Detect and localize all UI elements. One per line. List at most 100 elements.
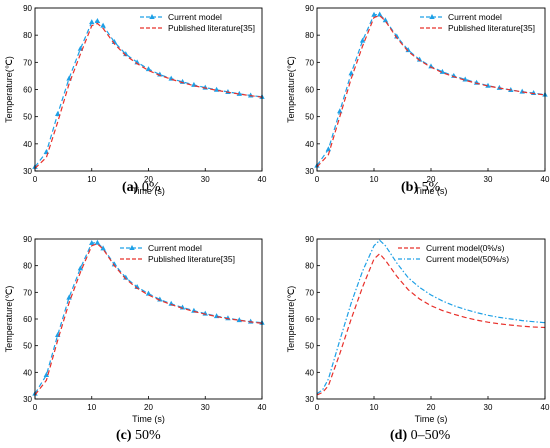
caption-a: (a) 0% <box>122 180 161 196</box>
data-point <box>123 274 129 280</box>
legend-marker <box>429 14 435 19</box>
series-line-1 <box>34 242 263 395</box>
data-point <box>416 56 423 62</box>
caption-a-text: 0% <box>138 180 161 195</box>
caption-a-label: (a) <box>122 180 139 195</box>
data-point <box>236 90 242 96</box>
data-point <box>55 110 61 116</box>
legend-label: Published literature[35] <box>168 23 255 33</box>
chart-panel-3: 0 10 20 30 40 30 40 50 60 70 80 90 Time (s) Temperatu… <box>4 235 267 424</box>
y-tick-label: 60 <box>305 315 314 324</box>
series-line-1 <box>316 252 546 396</box>
x-tick-label: 0 <box>33 175 38 184</box>
x-tick-label: 0 <box>33 403 38 412</box>
y-axis-label: Temperature(℃) <box>286 56 296 123</box>
data-point <box>519 88 525 94</box>
y-tick-label: 30 <box>305 395 314 404</box>
data-point <box>89 240 95 245</box>
data-point <box>100 245 106 251</box>
y-tick-label: 80 <box>305 31 314 40</box>
series-line-2 <box>34 243 263 396</box>
y-tick-label: 40 <box>23 140 32 149</box>
y-tick-label: 70 <box>305 58 314 67</box>
legend-marker <box>129 245 135 250</box>
data-point <box>94 239 101 245</box>
data-point <box>496 84 503 90</box>
data-point <box>100 22 106 28</box>
y-tick-label: 30 <box>23 167 32 176</box>
series-line-2 <box>316 239 546 395</box>
y-tick-label: 90 <box>305 235 314 244</box>
caption-d: (d) 0–50% <box>390 428 450 444</box>
y-tick-label: 60 <box>23 86 32 95</box>
legend-label: Published literature[35] <box>448 23 535 33</box>
data-point <box>359 37 366 43</box>
y-tick-label: 30 <box>23 395 32 404</box>
y-tick-label: 90 <box>23 4 32 13</box>
data-point <box>371 11 377 17</box>
data-point <box>405 47 411 53</box>
x-tick-label: 10 <box>370 175 379 184</box>
plot-frame <box>316 238 546 400</box>
y-tick-label: 40 <box>305 368 314 377</box>
data-point <box>94 18 101 24</box>
chart-panel-2: 0 10 20 30 40 30 40 50 60 70 80 90 Time (s) Temperatu… <box>286 4 550 196</box>
data-point <box>213 86 220 92</box>
x-tick-label: 40 <box>541 175 550 184</box>
caption-c: (c) 50% <box>116 428 161 444</box>
plot-frame <box>34 238 263 400</box>
y-tick-label: 80 <box>23 31 32 40</box>
series-line-1 <box>34 20 263 168</box>
x-tick-label: 10 <box>87 175 96 184</box>
legend-label: Current model <box>148 243 202 253</box>
chart-panel-4: 0 10 20 30 40 30 40 50 60 70 80 90 Time (s) Temperatu… <box>286 235 550 424</box>
x-tick-label: 30 <box>484 175 493 184</box>
legend-marker <box>149 14 155 19</box>
y-tick-label: 50 <box>23 113 32 122</box>
y-tick-label: 60 <box>23 315 32 324</box>
y-tick-label: 50 <box>305 342 314 351</box>
caption-b: (b) 5% <box>401 180 440 196</box>
y-tick-label: 90 <box>305 4 314 13</box>
y-tick-label: 50 <box>23 342 32 351</box>
data-point <box>377 11 383 17</box>
y-tick-label: 70 <box>23 58 32 67</box>
data-point <box>77 265 84 271</box>
data-point <box>145 290 152 296</box>
data-point <box>66 294 72 300</box>
data-point <box>43 372 50 377</box>
y-tick-label: 30 <box>305 167 314 176</box>
y-tick-label: 70 <box>23 288 32 297</box>
legend-label: Current model(50%/s) <box>426 254 509 264</box>
data-point <box>111 261 118 267</box>
x-tick-label: 0 <box>315 175 320 184</box>
x-tick-label: 30 <box>201 175 210 184</box>
x-tick-label: 0 <box>315 403 320 412</box>
legend-label: Current model(0%/s) <box>426 243 505 253</box>
series-line-2 <box>316 14 546 168</box>
caption-b-text: 5% <box>418 180 441 195</box>
x-tick-label: 20 <box>427 403 436 412</box>
y-tick-label: 60 <box>305 86 314 95</box>
caption-c-label: (c) <box>116 428 132 443</box>
x-tick-label: 20 <box>427 175 436 184</box>
caption-b-label: (b) <box>401 180 419 195</box>
caption-c-text: 50% <box>131 428 161 443</box>
x-axis-label: Time (s) <box>132 186 165 196</box>
x-axis-label: Time (s) <box>132 414 165 424</box>
y-axis-label: Temperature(℃) <box>286 286 296 353</box>
y-tick-label: 80 <box>23 262 32 271</box>
y-tick-label: 50 <box>305 113 314 122</box>
x-tick-label: 40 <box>258 175 267 184</box>
series-line-2 <box>34 22 263 169</box>
x-tick-label: 40 <box>541 403 550 412</box>
x-tick-label: 40 <box>258 403 267 412</box>
data-point <box>89 19 95 25</box>
data-point <box>394 33 400 39</box>
y-tick-label: 40 <box>305 140 314 149</box>
y-axis-label: Temperature(℃) <box>4 56 14 123</box>
y-tick-label: 40 <box>23 368 32 377</box>
data-point <box>428 63 434 69</box>
legend-label: Current model <box>168 12 222 22</box>
